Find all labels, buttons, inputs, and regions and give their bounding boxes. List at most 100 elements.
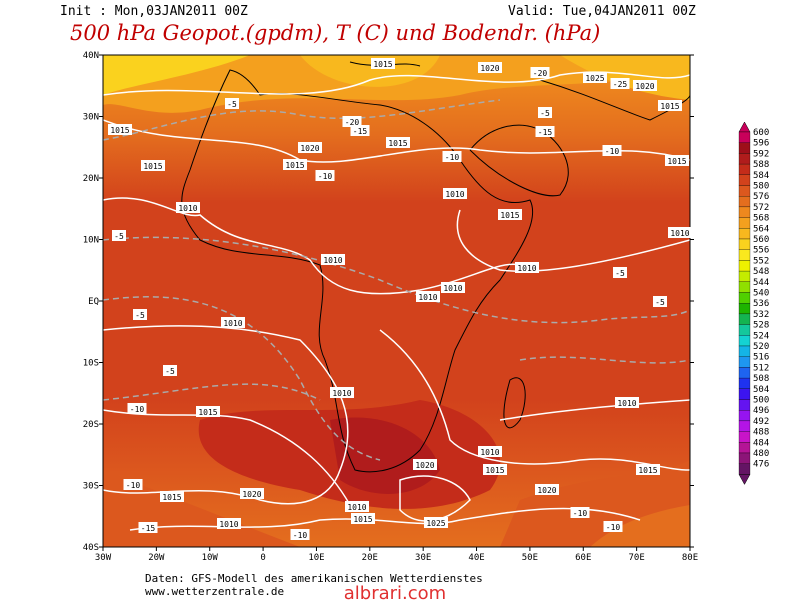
contour-label: 1020 <box>635 82 654 91</box>
contour-label: 1010 <box>517 264 536 273</box>
contour-label-box <box>443 188 467 199</box>
colorbar-label: 564 <box>753 224 769 234</box>
contour-label-box <box>413 459 437 470</box>
colorbar-label: 596 <box>753 139 769 149</box>
lat-label: 40N <box>83 51 99 61</box>
contour-label: 1010 <box>223 319 242 328</box>
colorbar-label: 516 <box>753 353 769 363</box>
colorbar-cell <box>738 345 751 357</box>
colorbar-cell <box>738 463 751 475</box>
colorbar-cell <box>738 249 751 261</box>
contour-label-box <box>298 142 322 153</box>
contour-label: -15 <box>141 524 156 533</box>
lon-label: 50E <box>522 553 538 563</box>
contour-label-box <box>345 501 369 512</box>
contour-label-box <box>665 155 689 166</box>
init-time: Init : Mon,03JAN2011 00Z <box>60 4 248 19</box>
contour-label-box <box>160 491 184 502</box>
contour-label-box <box>416 291 440 302</box>
lat-label: 10N <box>83 236 99 246</box>
contour-label-box <box>538 107 552 118</box>
colorbar-cell <box>738 217 751 229</box>
contour-label: -10 <box>573 509 588 518</box>
contour-label: 1010 <box>617 399 636 408</box>
contour-labels: 1015 1020 -20 1025 -25 1020 1015 -5 1015 1015 -5 -1… <box>108 58 692 540</box>
contour-label: -10 <box>126 481 141 490</box>
contour-label: 1015 <box>638 466 657 475</box>
contour-label: 1025 <box>426 519 445 528</box>
colorbar-cell <box>738 142 751 154</box>
contour-label: 1010 <box>178 204 197 213</box>
website: www.wetterzentrale.de <box>145 585 284 598</box>
contour-label: 1015 <box>110 126 129 135</box>
contour-label: 1020 <box>480 64 499 73</box>
contour-label-box <box>653 296 667 307</box>
watermark: albrari.com <box>344 583 446 600</box>
contour-label-box <box>350 125 370 136</box>
colorbar-cell <box>738 228 751 240</box>
contour-label-box <box>141 160 165 171</box>
map-title: 500 hPa Geopot.(gpdm), T (C) und Bodendr… <box>70 21 600 45</box>
lon-label: 0 <box>260 553 265 563</box>
contour-label-box <box>112 230 126 241</box>
colorbar-label: 484 <box>753 438 769 448</box>
colorbar-label: 520 <box>753 342 769 352</box>
lon-label: 70E <box>629 553 645 563</box>
contour-label: -15 <box>538 128 553 137</box>
colorbar-label: 544 <box>753 278 769 288</box>
contour-label: 1015 <box>388 139 407 148</box>
contour-label-box <box>442 151 462 162</box>
contour-label: 1015 <box>373 60 392 69</box>
colorbar-cell <box>738 388 751 400</box>
lat-label: 20N <box>83 174 99 184</box>
contour-label-box <box>351 513 375 524</box>
contour-label-box <box>483 464 507 475</box>
lat-label: 40S <box>83 543 99 553</box>
contour-label-box <box>330 387 354 398</box>
colorbar-cell <box>738 281 751 293</box>
contour-label: -10 <box>293 531 308 540</box>
contour-label: -5 <box>165 367 175 376</box>
lon-label: 30W <box>95 553 112 563</box>
colorbar-cell <box>738 185 751 197</box>
contour-label: 1015 <box>500 211 519 220</box>
contour-label-box <box>386 137 410 148</box>
contour-label-box <box>225 98 239 109</box>
contour-label-box <box>283 159 307 170</box>
contour-label: -20 <box>345 118 360 127</box>
contour-label: -10 <box>318 172 333 181</box>
colorbar-label: 548 <box>753 267 769 277</box>
colorbar-label: 576 <box>753 192 769 202</box>
contour-label-box <box>138 522 158 533</box>
colorbar-cell <box>738 324 751 336</box>
lon-label: 80E <box>682 553 698 563</box>
contour-label: 1020 <box>537 486 556 495</box>
colorbar-label: 476 <box>753 460 769 470</box>
contour-label-box <box>441 282 465 293</box>
contour-label-box <box>535 126 555 137</box>
contour-label-box <box>123 479 143 490</box>
contour-label: 1020 <box>300 144 319 153</box>
colorbar-cell <box>738 452 751 464</box>
lon-label: 20W <box>148 553 165 563</box>
colorbar-cell <box>738 420 751 432</box>
contour-label-box <box>163 365 177 376</box>
colorbar-cell <box>738 163 751 175</box>
colorbar-cell <box>738 270 751 282</box>
contour-label-box <box>127 403 147 414</box>
colorbar-label: 588 <box>753 160 769 170</box>
colorbar-label: 552 <box>753 256 769 266</box>
colorbar-label: 572 <box>753 203 769 213</box>
contour-label: 1015 <box>285 161 304 170</box>
colorbar-label: 532 <box>753 310 769 320</box>
contour-label-box <box>424 517 448 528</box>
lon-label: 60E <box>575 553 591 563</box>
colorbar-label: 500 <box>753 396 769 406</box>
contour-label: 1015 <box>353 515 372 524</box>
lon-label: 30E <box>415 553 431 563</box>
contour-label: 1015 <box>667 157 686 166</box>
contour-label-box <box>478 62 502 73</box>
colorbar-cell <box>738 238 751 250</box>
contour-label: 1015 <box>198 408 217 417</box>
colorbar-label: 556 <box>753 246 769 256</box>
